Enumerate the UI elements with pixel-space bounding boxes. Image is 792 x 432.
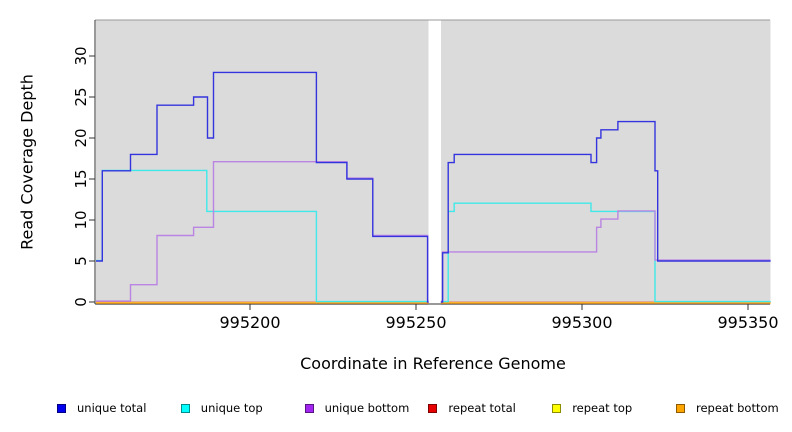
legend-swatch-icon: [676, 403, 685, 413]
y-tick-label: 20: [72, 128, 90, 147]
legend-label: repeat top: [572, 401, 633, 415]
legend-swatch-icon: [304, 403, 314, 413]
x-tick-label: 995250: [385, 313, 446, 332]
legend-label: repeat bottom: [696, 401, 779, 415]
legend-item-repeat-top: repeat top: [552, 399, 632, 417]
y-tick-label: 5: [72, 256, 90, 266]
y-tick-label: 25: [72, 87, 90, 106]
legend-swatch-icon: [428, 403, 438, 413]
x-tick-label: 995200: [219, 313, 280, 332]
y-tick-label: 10: [72, 210, 90, 229]
legend-swatch-icon: [552, 403, 562, 413]
y-tick-label: 30: [72, 46, 90, 65]
series-line-unique-total: [96, 71, 429, 303]
legend: unique total unique top unique bottom repea…: [0, 399, 792, 419]
plot-panel: [440, 20, 771, 305]
x-axis-title: Coordinate in Reference Genome: [300, 354, 566, 373]
y-tick-label: 15: [72, 169, 90, 188]
legend-item-repeat-total: repeat total: [428, 399, 516, 417]
legend-item-repeat-bottom: repeat bottom: [676, 399, 779, 417]
legend-label: repeat total: [448, 401, 516, 415]
legend-swatch-icon: [180, 403, 190, 413]
y-axis-title: Read Coverage Depth: [17, 74, 37, 250]
legend-label: unique top: [200, 401, 263, 415]
legend-item-unique-top: unique top: [180, 399, 263, 417]
x-tick-label: 995300: [551, 313, 612, 332]
x-tick-label: 995350: [717, 313, 778, 332]
legend-label: unique bottom: [324, 401, 410, 415]
series-line-unique-bottom: [96, 161, 429, 302]
legend-label: unique total: [77, 401, 147, 415]
legend-item-unique-total: unique total: [57, 399, 146, 417]
legend-item-unique-bottom: unique bottom: [304, 399, 410, 417]
y-tick-label: 0: [72, 297, 90, 307]
plot-panel: [95, 20, 429, 305]
legend-swatch-icon: [57, 403, 66, 413]
series-line-unique-total: [440, 120, 771, 303]
